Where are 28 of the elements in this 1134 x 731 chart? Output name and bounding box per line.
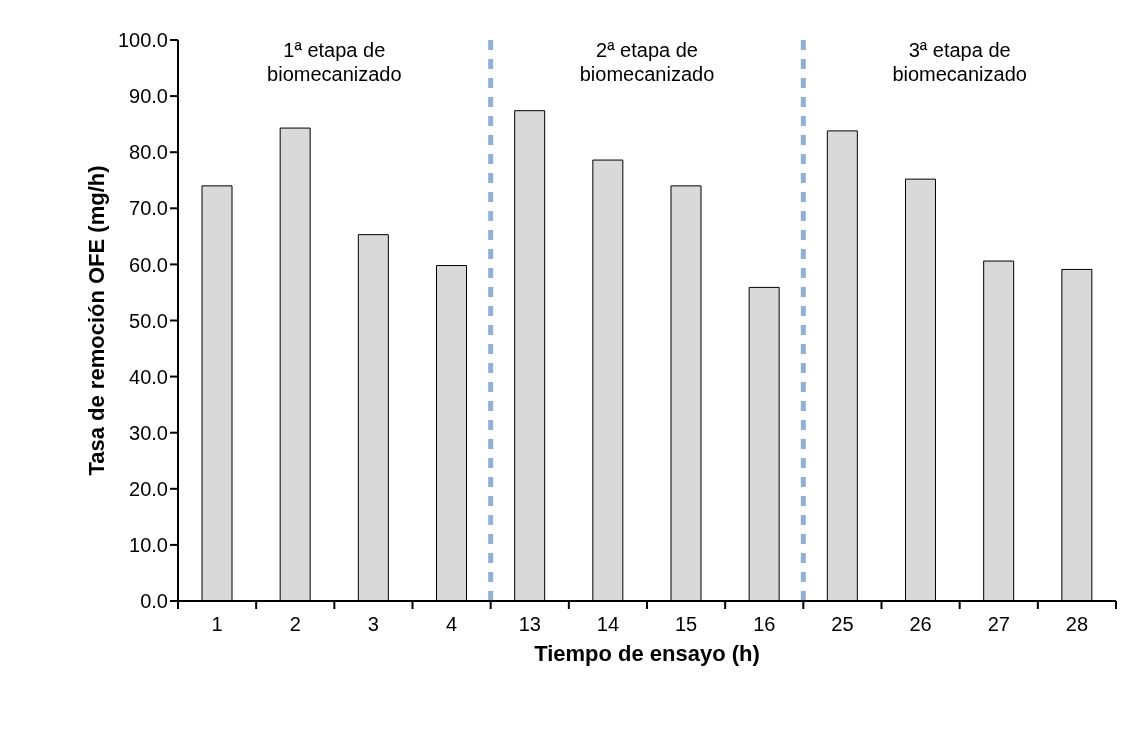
- y-tick-label: 100.0: [117, 29, 168, 52]
- x-tick-label: 2: [289, 613, 301, 635]
- annotation: 2ª etapa de biomecanizado: [578, 38, 716, 86]
- x-axis-title: Tiempo de ensayo (h): [534, 641, 760, 666]
- x-tick-label: 16: [753, 613, 776, 635]
- y-axis-title: Tasa de remoción OFE (mg/h): [83, 165, 109, 476]
- x-tick-label: 13: [518, 613, 541, 635]
- y-tick-label: 50.0: [129, 309, 168, 332]
- x-tick-label: 4: [446, 613, 458, 635]
- y-tick-label: 40.0: [129, 365, 168, 388]
- x-tick-label: 27: [987, 613, 1010, 635]
- x-tick-label: 28: [1065, 613, 1089, 635]
- x-tick-label: 26: [909, 613, 932, 635]
- annotation: 3ª etapa de biomecanizado: [891, 38, 1028, 86]
- y-tick-label: 60.0: [129, 253, 168, 276]
- y-tick-label: 20.0: [129, 477, 168, 500]
- y-tick-label: 10.0: [129, 534, 168, 556]
- y-tick-label: 90.0: [129, 85, 168, 108]
- annotation: 1ª etapa de biomecanizado: [266, 38, 403, 86]
- x-tick-label: 14: [596, 613, 620, 635]
- y-tick-label: 0.0: [140, 590, 168, 613]
- x-tick-label: 25: [831, 613, 854, 635]
- x-tick-label: 1: [211, 613, 223, 635]
- x-tick-label: 15: [674, 613, 698, 635]
- y-tick-label: 70.0: [129, 197, 168, 220]
- y-tick-label: 30.0: [129, 421, 168, 444]
- x-tick-label: 3: [367, 613, 379, 635]
- y-tick-label: 80.0: [129, 141, 168, 164]
